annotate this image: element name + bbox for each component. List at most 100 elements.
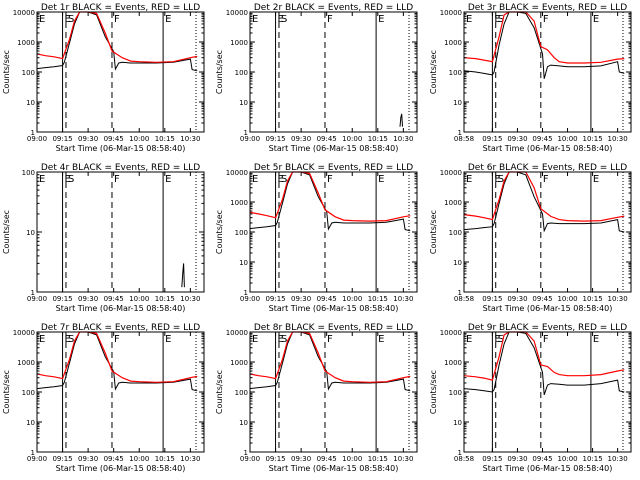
marker-label-E: E [252, 334, 258, 345]
x-tick-label: 10:00 [129, 295, 149, 303]
x-tick-label: 09:45 [317, 295, 337, 303]
x-axis-label: Start Time (06-Mar-15 08:58:40) [56, 304, 186, 313]
y-tick-label: 1000 [230, 39, 248, 47]
y-tick-label: 1 [244, 289, 248, 297]
x-tick-label: 09:15 [52, 135, 72, 143]
panel-title: Det 2r BLACK = Events, RED = LLD [254, 3, 413, 13]
marker-label-S: S [498, 174, 504, 185]
panel-title: Det 7r BLACK = Events, RED = LLD [41, 323, 200, 333]
y-tick-label: 1 [458, 289, 462, 297]
y-tick-label: 10 [453, 99, 462, 107]
y-tick-label: 100 [22, 169, 35, 177]
x-tick-label: 08:58 [454, 135, 474, 143]
x-tick-label: 09:30 [78, 135, 98, 143]
marker-label-E: E [65, 14, 71, 25]
y-tick-label: 1000 [230, 199, 248, 207]
series-lld-line [249, 171, 411, 222]
x-axis-label: Start Time (06-Mar-15 08:58:40) [483, 304, 613, 313]
x-tick-label: 10:30 [608, 295, 628, 303]
marker-label-E: E [278, 174, 284, 185]
marker-label-E: E [65, 334, 71, 345]
x-tick-label: 10:15 [368, 455, 388, 463]
panel-title: Det 3r BLACK = Events, RED = LLD [468, 3, 627, 13]
marker-label-F: F [114, 14, 120, 25]
marker-label-E: E [278, 14, 284, 25]
y-tick-label: 10 [26, 419, 35, 427]
x-tick-label: 10:15 [155, 455, 175, 463]
x-tick-label: 10:15 [368, 295, 388, 303]
marker-label-E: E [252, 14, 258, 25]
x-tick-label: 10:00 [557, 455, 577, 463]
x-tick-label: 10:30 [393, 135, 413, 143]
plot-frame [36, 171, 205, 293]
x-axis-label: Start Time (06-Mar-15 08:58:40) [269, 144, 399, 153]
marker-label-E: E [165, 334, 171, 345]
x-tick-label: 10:30 [608, 455, 628, 463]
y-tick-label: 10 [453, 419, 462, 427]
x-axis-label: Start Time (06-Mar-15 08:58:40) [483, 144, 613, 153]
y-tick-label: 100 [22, 389, 35, 397]
y-tick-label: 100 [449, 229, 462, 237]
series-lld-line [36, 11, 198, 63]
y-tick-label: 100 [449, 69, 462, 77]
marker-label-F: F [543, 334, 549, 345]
marker-label-E: E [466, 14, 472, 25]
x-tick-label: 09:30 [78, 295, 98, 303]
y-tick-label: 100 [235, 69, 248, 77]
x-axis-label: Start Time (06-Mar-15 08:58:40) [56, 464, 186, 473]
y-tick-label: 1 [31, 449, 35, 457]
x-tick-label: 09:30 [507, 455, 527, 463]
series-events-line [463, 11, 625, 79]
y-tick-label: 1000 [230, 359, 248, 367]
y-tick-label: 1000 [444, 199, 462, 207]
series-events-line [463, 171, 625, 233]
y-axis-label: Counts/sec [2, 210, 11, 254]
panel-title: Det 5r BLACK = Events, RED = LLD [254, 163, 413, 173]
marker-label-E: E [593, 334, 599, 345]
panel-title: Det 8r BLACK = Events, RED = LLD [254, 323, 413, 333]
x-tick-label: 10:15 [155, 135, 175, 143]
x-tick-label: 10:00 [129, 135, 149, 143]
marker-label-S: S [498, 334, 504, 345]
y-tick-label: 10000 [13, 329, 35, 337]
x-tick-label: 10:30 [180, 295, 200, 303]
x-tick-label: 09:15 [482, 135, 502, 143]
marker-label-S: S [68, 14, 74, 25]
marker-label-F: F [327, 334, 333, 345]
x-tick-label: 09:00 [27, 135, 47, 143]
series-lld-line [36, 331, 198, 383]
x-tick-label: 09:45 [532, 135, 552, 143]
y-axis-label: Counts/sec [215, 370, 224, 414]
x-tick-label: 09:15 [265, 455, 285, 463]
x-tick-label: 09:30 [78, 455, 98, 463]
marker-label-E: E [65, 174, 71, 185]
x-tick-label: 09:45 [317, 135, 337, 143]
y-tick-label: 10000 [226, 9, 248, 17]
y-tick-label: 1 [244, 449, 248, 457]
panel-title: Det 1r BLACK = Events, RED = LLD [41, 3, 200, 13]
y-tick-label: 10 [239, 99, 248, 107]
x-tick-label: 10:00 [129, 455, 149, 463]
y-tick-label: 10 [26, 229, 35, 237]
y-tick-label: 100 [235, 229, 248, 237]
marker-label-E: E [278, 334, 284, 345]
marker-label-E: E [494, 14, 500, 25]
x-axis-label: Start Time (06-Mar-15 08:58:40) [56, 144, 186, 153]
marker-label-S: S [281, 14, 287, 25]
x-tick-label: 10:15 [582, 455, 602, 463]
marker-label-S: S [68, 334, 74, 345]
x-tick-label: 09:00 [240, 295, 260, 303]
x-tick-label: 08:58 [454, 455, 474, 463]
y-axis-label: Counts/sec [2, 370, 11, 414]
marker-label-F: F [327, 174, 333, 185]
x-tick-label: 09:45 [317, 455, 337, 463]
y-axis-label: Counts/sec [215, 210, 224, 254]
x-tick-label: 09:15 [265, 295, 285, 303]
marker-label-E: E [466, 174, 472, 185]
